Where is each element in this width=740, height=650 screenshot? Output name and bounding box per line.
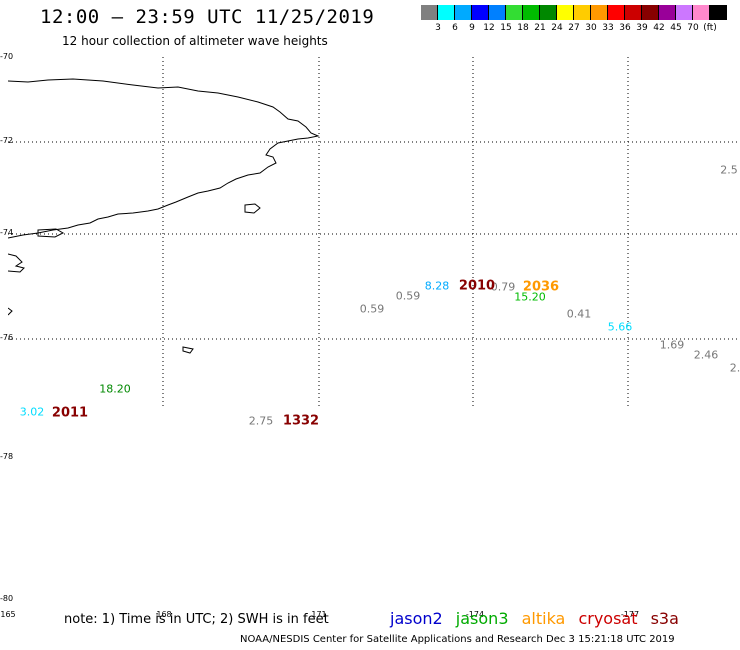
color-scale-label: 30 [585,23,597,33]
color-scale-swatch [540,5,557,20]
island-1 [244,203,261,214]
lat-label: -72 [0,136,14,145]
color-scale-swatch [591,5,608,20]
wave-height-label: 1.69 [659,338,685,352]
legend-item: cryosat [578,609,638,628]
color-scale-label: 18 [517,23,529,33]
wave-height-label: 0.59 [359,302,385,316]
color-scale-label: 36 [619,23,631,33]
color-scale-swatch [625,5,642,20]
pass-time-label: 2036 [522,279,560,295]
wave-height-label: 8.28 [424,279,450,293]
wave-height-label: 2.5 [720,163,738,177]
pass-time-label: 2011 [51,405,89,421]
coast-fragment-1 [8,253,25,273]
legend-item: jason3 [455,609,509,628]
wave-height-label: 0.41 [566,307,592,321]
color-scale-swatch [676,5,693,20]
color-scale-swatch [438,5,455,20]
color-scale-swatch [574,5,591,20]
color-scale-label: 45 [670,23,682,33]
wave-height-label: 18.20 [99,382,131,396]
satellite-legend: jason2 jason3 altika cryosat s3a [390,609,687,628]
wave-height-label: 0.59 [395,289,421,303]
lon-label: 168 [156,610,172,619]
lon-label: 171 [311,610,327,619]
wave-height-label: 2.75 [248,414,274,428]
wave-height-label: 2. [729,361,740,375]
footnote: note: 1) Time is in UTC; 2) SWH is in fe… [64,612,329,627]
color-scale-swatch [710,5,727,20]
color-scale-label: 15 [500,23,512,33]
color-scale-label: 9 [469,23,475,33]
lat-label: -76 [0,333,14,342]
color-scale-swatch [523,5,540,20]
coastline-victoria-land [8,78,320,239]
legend-item: jason2 [390,609,443,628]
lon-label: -174 [465,610,485,619]
color-scale-swatch [659,5,676,20]
pass-time-label: 2010 [458,278,496,294]
color-scale-swatch [489,5,506,20]
island-3 [182,346,194,354]
legend-item: altika [521,609,566,628]
lat-label: -70 [0,52,14,61]
lat-label: -80 [0,594,14,603]
color-scale-swatch [557,5,574,20]
color-scale-label: 27 [568,23,580,33]
color-scale-swatch [642,5,659,20]
color-scale-swatch [421,5,438,20]
color-scale-swatch [608,5,625,20]
color-scale-swatch [506,5,523,20]
color-scale-swatch [455,5,472,20]
lat-label: -78 [0,452,14,461]
color-scale-label: 24 [551,23,563,33]
wave-height-label: 0.79 [490,280,516,294]
pass-time-label: 1332 [282,413,320,429]
wave-height-label: 3.02 [19,405,45,419]
color-scale-label: 3 [435,23,441,33]
island-2 [37,228,65,238]
map-title: 12:00 — 23:59 UTC 11/25/2019 [40,6,375,28]
map-canvas [8,57,740,409]
color-scale-label: 33 [602,23,614,33]
color-scale-label: 39 [636,23,648,33]
lon-label: 165 [0,610,16,619]
color-scale-swatch [693,5,710,20]
color-scale-label: (ft) [703,23,717,33]
color-scale-label: 21 [534,23,546,33]
wave-height-label: 5.66 [607,320,633,334]
coast-fragment-2 [8,307,13,316]
lat-label: -74 [0,228,14,237]
color-scale-label: 42 [653,23,665,33]
lon-label: -177 [620,610,640,619]
map-subtitle: 12 hour collection of altimeter wave hei… [62,34,328,48]
color-scale-label: 70 [687,23,699,33]
color-scale-swatch [472,5,489,20]
wave-height-label: 15.20 [514,290,546,304]
color-scale-label: 6 [452,23,458,33]
legend-item: s3a [650,609,679,628]
credit-footer: NOAA/NESDIS Center for Satellite Applica… [240,634,675,645]
color-scale-label: 12 [483,23,495,33]
wave-height-label: 2.46 [693,348,719,362]
